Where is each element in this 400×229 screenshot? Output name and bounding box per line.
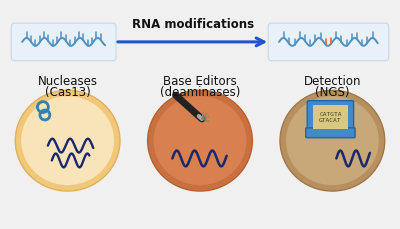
FancyBboxPatch shape	[313, 106, 348, 129]
Text: Base Editors: Base Editors	[163, 75, 237, 88]
FancyBboxPatch shape	[306, 128, 355, 138]
Text: (deaminases): (deaminases)	[160, 86, 240, 99]
FancyBboxPatch shape	[11, 24, 116, 61]
Ellipse shape	[21, 97, 114, 185]
Text: RNA modifications: RNA modifications	[132, 18, 254, 31]
FancyBboxPatch shape	[307, 101, 354, 134]
Text: Detection: Detection	[304, 75, 361, 88]
Text: GTACAT: GTACAT	[319, 118, 342, 123]
Ellipse shape	[154, 97, 246, 185]
Ellipse shape	[148, 91, 252, 191]
Ellipse shape	[15, 91, 120, 191]
Text: (NGS): (NGS)	[315, 86, 350, 99]
Text: CATGTA: CATGTA	[319, 111, 342, 116]
Ellipse shape	[280, 91, 385, 191]
Text: Nucleases: Nucleases	[38, 75, 98, 88]
FancyBboxPatch shape	[268, 24, 389, 61]
Ellipse shape	[286, 97, 379, 185]
Text: (Cas13): (Cas13)	[45, 86, 90, 99]
